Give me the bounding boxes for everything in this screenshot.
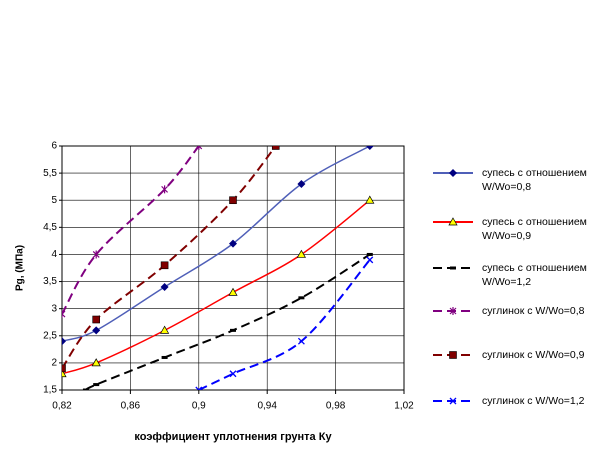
x-tick-label: 0,98 bbox=[326, 401, 346, 412]
marker bbox=[91, 358, 101, 367]
series-line bbox=[198, 259, 371, 390]
y-tick-label: 3 bbox=[51, 303, 57, 314]
y-tick-label: 5,5 bbox=[43, 168, 57, 179]
legend-marker bbox=[449, 307, 457, 315]
marker bbox=[271, 146, 280, 150]
legend-label: суглинок с W/Wo=0,8 bbox=[482, 305, 585, 317]
marker bbox=[160, 282, 169, 291]
marker bbox=[230, 328, 236, 332]
marker bbox=[365, 146, 374, 150]
legend-marker bbox=[450, 266, 456, 270]
y-tick-label: 5 bbox=[51, 195, 57, 206]
x-tick-label: 0,94 bbox=[257, 401, 277, 412]
series-line bbox=[85, 253, 371, 390]
marker bbox=[229, 196, 237, 205]
marker bbox=[195, 386, 203, 390]
marker bbox=[229, 239, 237, 248]
marker bbox=[160, 261, 169, 270]
legend-marker bbox=[449, 397, 457, 405]
marker bbox=[161, 355, 168, 359]
marker bbox=[229, 370, 237, 378]
y-tick-label: 4,5 bbox=[43, 222, 57, 233]
series-line bbox=[62, 146, 200, 315]
marker bbox=[92, 250, 100, 259]
y-tick-label: 2 bbox=[51, 358, 57, 369]
legend-marker bbox=[449, 169, 457, 177]
marker bbox=[93, 383, 100, 387]
marker bbox=[62, 369, 67, 378]
marker bbox=[298, 296, 305, 300]
marker bbox=[92, 315, 100, 324]
y-axis-title: Pg, (МПа) bbox=[15, 245, 26, 291]
legend-label: супесь с отношением W/Wo=0,8 bbox=[482, 167, 587, 193]
marker bbox=[159, 325, 170, 334]
marker bbox=[161, 185, 169, 194]
series-layer bbox=[62, 146, 375, 390]
x-tick-label: 0,9 bbox=[192, 401, 206, 412]
marker bbox=[62, 364, 66, 373]
series-line bbox=[62, 199, 371, 375]
marker bbox=[82, 388, 89, 390]
x-tick-label: 0,86 bbox=[121, 401, 141, 412]
marker bbox=[228, 287, 238, 296]
legend-marker bbox=[449, 351, 457, 359]
legend-marker bbox=[448, 217, 458, 226]
series-line bbox=[62, 146, 371, 342]
marker bbox=[62, 337, 66, 346]
plot-area bbox=[61, 145, 405, 391]
marker bbox=[296, 249, 307, 258]
x-tick-label: 0,82 bbox=[52, 401, 72, 412]
legend-label: суглинок с W/Wo=0,9 bbox=[482, 349, 585, 361]
marker bbox=[366, 252, 373, 256]
y-tick-label: 3,5 bbox=[43, 276, 57, 287]
y-tick-label: 2,5 bbox=[43, 330, 57, 341]
marker bbox=[297, 179, 306, 188]
x-axis-title: коэффициент уплотнения грунта Ку bbox=[134, 431, 332, 443]
marker bbox=[365, 195, 375, 204]
legend-label: суглинок с W/Wo=1,2 bbox=[482, 395, 585, 407]
y-tick-label: 4 bbox=[51, 249, 57, 260]
y-tick-label: 1,5 bbox=[43, 385, 57, 396]
marker bbox=[92, 326, 101, 335]
y-tick-label: 6 bbox=[51, 141, 57, 152]
marker bbox=[297, 337, 305, 345]
legend-label: супесь с отношением W/Wo=1,2 bbox=[482, 262, 587, 288]
marker bbox=[366, 256, 374, 264]
x-tick-label: 1,02 bbox=[394, 401, 414, 412]
marker bbox=[62, 310, 66, 319]
marker bbox=[195, 146, 203, 150]
legend-label: супесь с отношением W/Wo=0,9 bbox=[482, 216, 587, 242]
